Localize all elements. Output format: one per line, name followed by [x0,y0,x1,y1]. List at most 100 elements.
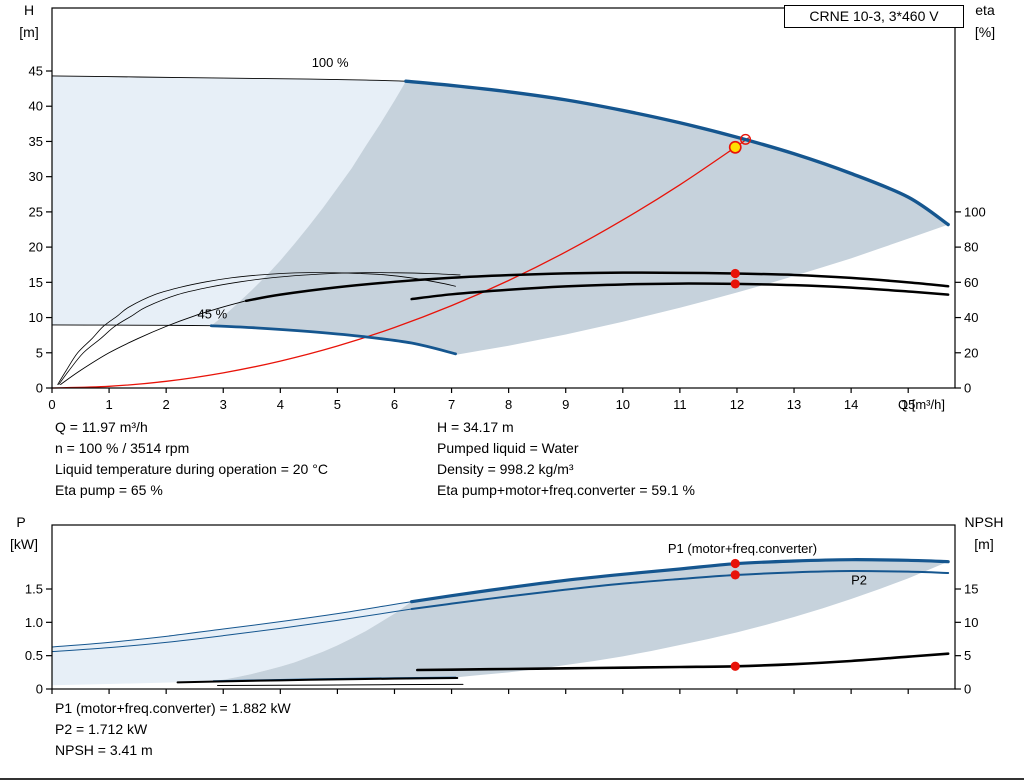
y-left-tick-label: 40 [29,99,43,114]
x-tick-label: 2 [163,397,170,412]
series-p1-curve [410,558,950,604]
duty-marker-dot [730,268,740,279]
y-right-tick-label: 80 [964,240,978,255]
x-tick-label: 12 [730,397,744,412]
series-eta-45-speed-thin [57,272,456,385]
y-right-tick-label: 100 [964,204,986,219]
result-p2: P2 = 1.712 kW [55,721,148,737]
series-npsh-curve [416,652,950,672]
y-left-axis-name-lower: P [16,514,26,530]
y-right-tick-label: 20 [964,345,978,360]
result-flow: Q = 11.97 m³/h [55,419,148,435]
duty-results-left: Q = 11.97 m³/h n = 100 % / 3514 rpm Liqu… [55,417,328,501]
x-tick-label: 8 [505,397,512,412]
y-left-tick-label: 30 [29,169,43,184]
x-axis-label: Q [m³/h] [898,397,945,412]
y-left-tick-label: 10 [29,310,43,325]
result-speed: n = 100 % / 3514 rpm [55,440,190,456]
x-tick-label: 7 [448,397,455,412]
y-left-axis-name-upper: H [23,2,35,18]
x-tick-label: 1 [105,397,112,412]
qh-efficiency-chart: 100 %45 %0510152025303540450204060801000… [29,7,986,412]
result-density: Density = 998.2 kg/m³ [437,461,574,477]
y-left-tick-label: 1.0 [25,615,43,630]
result-p1: P1 (motor+freq.converter) = 1.882 kW [55,700,291,716]
result-liquid-temp: Liquid temperature during operation = 20… [55,461,328,477]
y-left-tick-label: 5 [36,345,43,360]
x-tick-label: 0 [48,397,55,412]
y-right-axis-name-upper: eta [975,2,995,18]
y-left-tick-label: 0 [36,381,43,396]
result-eta-total: Eta pump+motor+freq.converter = 59.1 % [437,482,695,498]
duty-marker-dot [730,279,740,289]
power-results: P1 (motor+freq.converter) = 1.882 kW P2 … [55,698,291,761]
region-power-envelope-dark [213,559,949,681]
x-tick-label: 3 [220,397,227,412]
x-tick-label: 14 [844,397,858,412]
duty-marker-dot [730,661,740,671]
x-tick-label: 6 [391,397,398,412]
y-right-tick-label: 0 [964,682,971,697]
result-pumped-liquid: Pumped liquid = Water [437,440,579,456]
plot-border [51,7,956,389]
y-left-tick-label: 0 [36,682,43,697]
duty-marker-dot [730,570,740,580]
y-left-tick-label: 1.5 [25,582,43,597]
result-eta-pump: Eta pump = 65 % [55,482,163,498]
power-npsh-chart: P1 (motor+freq.converter) P2 0 0.5 1.0 1.5 0 5 1… [25,524,978,697]
series-qh-100-limit-thin [51,75,407,82]
y-left-tick-label: 25 [29,204,43,219]
y-right-axis-unit-upper: [%] [974,24,996,40]
series-eta-55-speed-thin [58,272,461,385]
x-tick-label: 4 [277,397,284,412]
y-left-tick-label: 15 [29,275,43,290]
duty-marker-dot [730,558,740,569]
x-tick-label: 11 [673,397,687,412]
y-right-tick-label: 40 [964,310,978,325]
series-qh-45-min-speed [209,324,457,356]
y-left-tick-label: 20 [29,240,43,255]
x-tick-label: 10 [616,397,630,412]
result-npsh: NPSH = 3.41 m [55,742,153,758]
y-left-axis-unit-upper: [m] [19,24,39,40]
x-tick-label: 5 [334,397,341,412]
x-tick-label: 9 [562,397,569,412]
result-head: H = 34.17 m [437,419,514,435]
page-bottom-rule [0,778,1024,780]
series-p2-curve [410,569,950,610]
plot-border [51,524,956,690]
series-npsh-min-speed [217,683,464,687]
series-qh-100-max-speed [404,79,950,227]
annotation-p1-curve-label: P1 (motor+freq.converter) [668,541,817,556]
series-eta-pump-motor-freq [410,282,950,301]
region-operating-envelope-light [52,75,406,326]
pump-title-box: CRNE 10-3, 3*460 V [784,5,964,28]
annotation-speed-45-label: 45 % [198,306,228,321]
x-tick-label: 13 [787,397,801,412]
duty-results-right: H = 34.17 m Pumped liquid = Water Densit… [437,417,695,501]
series-eta-pump [244,271,950,303]
y-right-tick-label: 15 [964,582,978,597]
region-operating-envelope-dark [211,81,949,355]
series-qh-45-limit-thin [51,324,212,327]
y-right-axis-name-lower: NPSH [964,514,1004,530]
annotation-p2-curve-label: P2 [851,572,867,587]
y-left-tick-label: 45 [29,64,43,79]
series-p2-thin [51,608,413,653]
y-right-tick-label: 10 [964,615,978,630]
y-right-tick-label: 0 [964,381,971,396]
x-tick-label: 15 [901,397,915,412]
y-left-tick-label: 0.5 [25,648,43,663]
duty-point-marker [728,140,742,154]
series-eta-pump-thin [60,300,247,385]
intersection-marker [740,133,752,145]
y-left-axis-unit-lower: [kW] [10,536,38,552]
y-right-tick-label: 5 [964,648,971,663]
series-p2-min-speed [176,677,459,684]
y-right-tick-label: 60 [964,275,978,290]
annotation-speed-100-label: 100 % [312,55,349,70]
y-left-tick-label: 35 [29,134,43,149]
series-system-curve [51,137,750,389]
series-p1-thin [51,601,413,648]
